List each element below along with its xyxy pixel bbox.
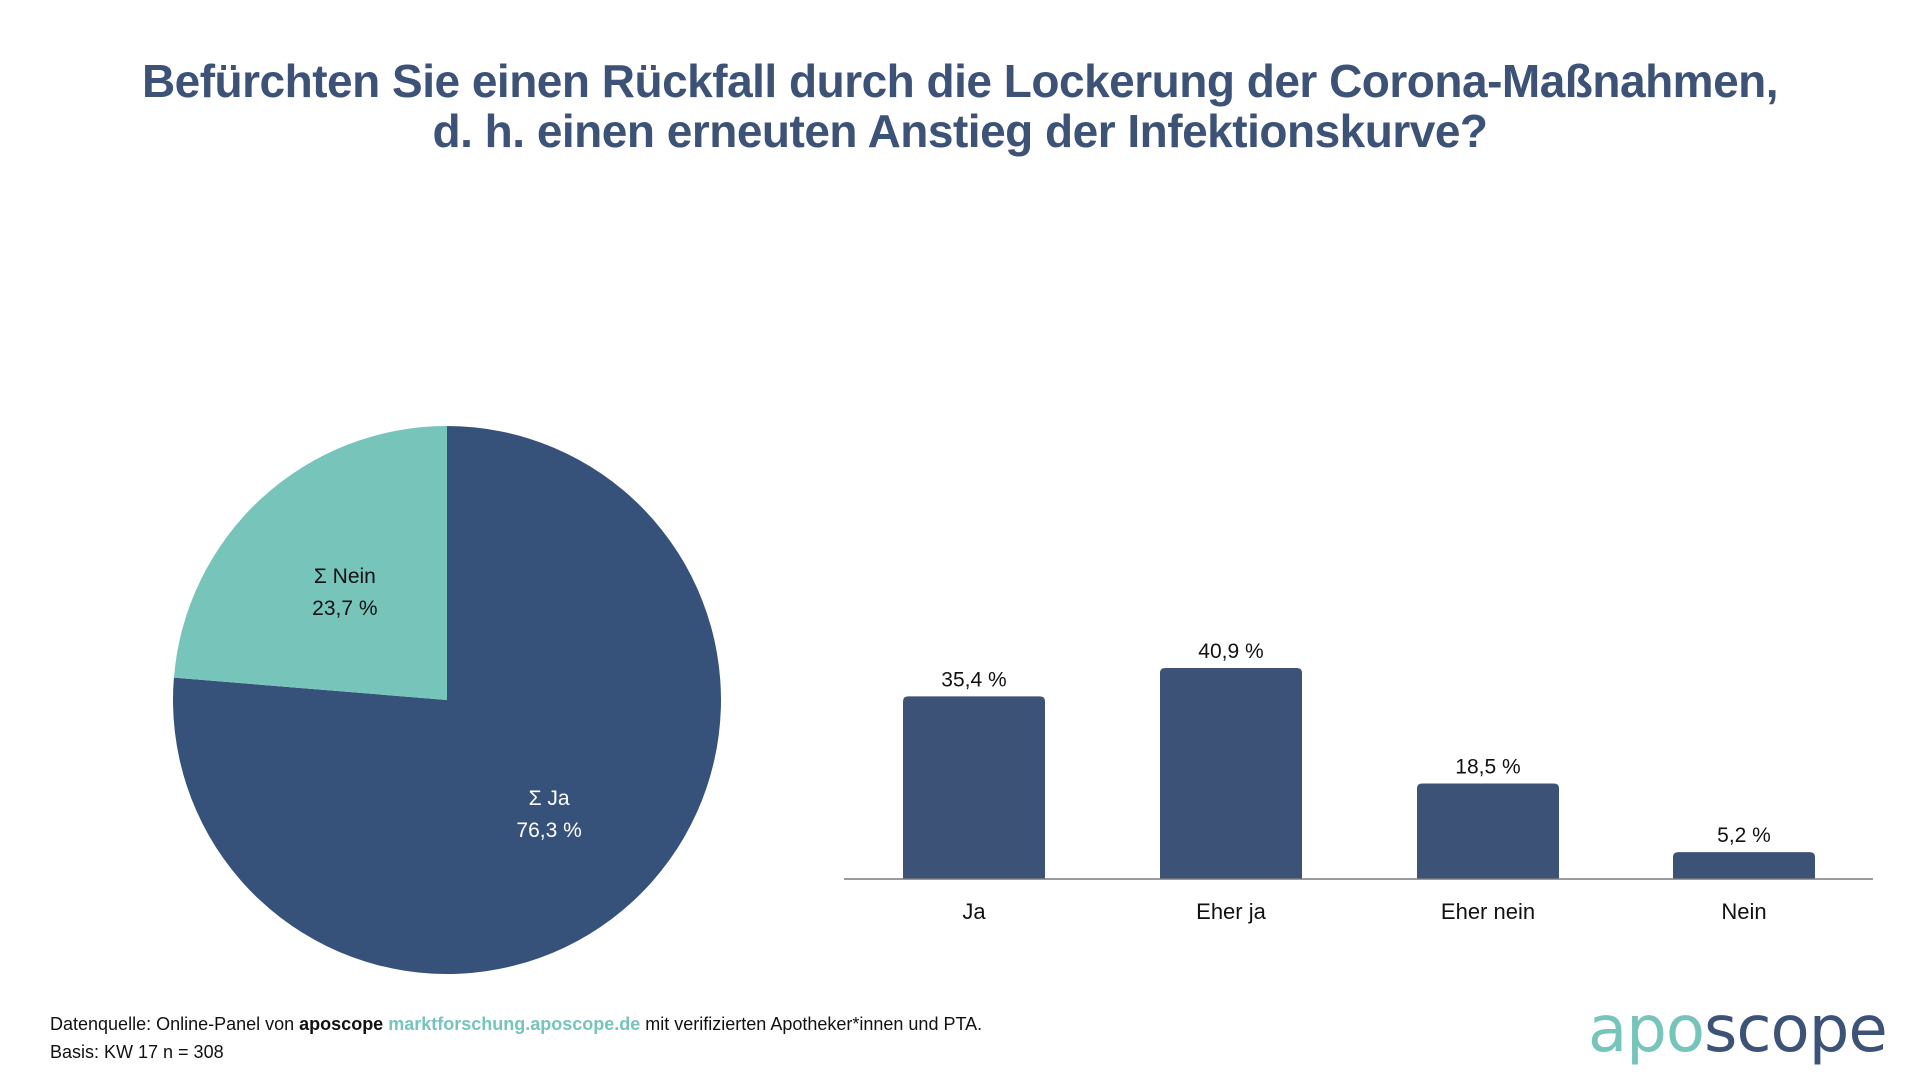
pie-slice-nein xyxy=(173,426,448,700)
x-tick-label: Eher ja xyxy=(1196,899,1266,924)
x-tick-label: Ja xyxy=(962,899,986,924)
chart-title: Befürchten Sie einen Rückfall durch die … xyxy=(0,56,1920,156)
bar-value-label: 40,9 % xyxy=(1198,640,1263,663)
bar-ja xyxy=(903,696,1045,879)
bar-value-label: 35,4 % xyxy=(941,668,1006,691)
pie-label: Σ Ja xyxy=(529,787,570,810)
pie-chart: Σ Ja 76,3 % Σ Nein 23,7 % xyxy=(172,426,722,975)
basis-line: Basis: KW 17 n = 308 xyxy=(50,1042,224,1062)
source-suffix: mit verifizierten Apotheker*innen und PT… xyxy=(640,1014,983,1034)
title-line-1: Befürchten Sie einen Rückfall durch die … xyxy=(141,55,1779,107)
x-tick-label: Eher nein xyxy=(1441,899,1535,924)
pie-value-label: 23,7 % xyxy=(312,597,377,620)
footer-source: Datenquelle: Online-Panel von aposcope m… xyxy=(50,1010,982,1066)
pie-slice-ja xyxy=(172,426,722,975)
bar-value-label: 5,2 % xyxy=(1717,824,1771,847)
bar-chart: 35,4 % Ja 40,9 % Eher ja 18,5 % Eher nein 5,2 … xyxy=(844,640,1873,924)
pie-label: Σ Nein xyxy=(314,565,376,588)
pie-value-label: 76,3 % xyxy=(516,819,581,842)
bar-eher-ja xyxy=(1160,668,1302,879)
x-tick-label: Nein xyxy=(1721,899,1766,924)
logo-part-scope: scope xyxy=(1704,993,1888,1067)
bar-eher-nein xyxy=(1417,783,1559,879)
aposcope-logo: aposcope xyxy=(1588,990,1888,1070)
logo-part-apo: apo xyxy=(1588,993,1705,1067)
title-line-2: d. h. einen erneuten Anstieg der Infekti… xyxy=(432,105,1489,157)
source-line: Datenquelle: Online-Panel von aposcope m… xyxy=(50,1010,982,1038)
source-brand: aposcope xyxy=(299,1014,384,1034)
source-prefix: Datenquelle: Online-Panel von xyxy=(50,1014,300,1034)
bar-value-label: 18,5 % xyxy=(1455,756,1520,779)
bar-nein xyxy=(1673,852,1815,879)
source-link[interactable]: marktforschung.aposcope.de xyxy=(388,1014,641,1034)
